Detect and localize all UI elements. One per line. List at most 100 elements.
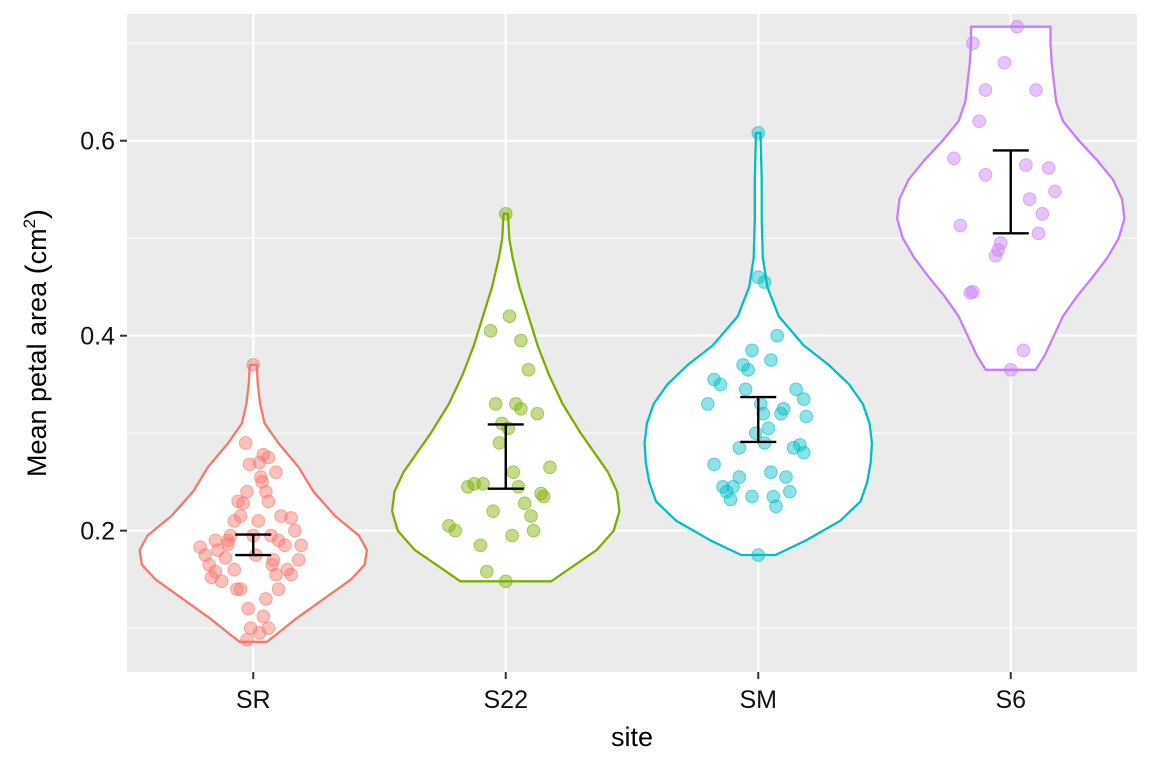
point-SR	[284, 511, 298, 525]
y-axis-title: Mean petal area (cm2)	[20, 209, 53, 477]
point-SR	[193, 540, 208, 555]
point-SM	[789, 382, 803, 397]
point-SM	[707, 457, 721, 472]
point-SR	[238, 436, 253, 450]
point-SR	[265, 557, 279, 572]
point-S22	[517, 496, 532, 511]
point-S22	[473, 538, 488, 553]
point-S6	[993, 236, 1008, 250]
point-SM	[700, 397, 715, 411]
point-SM	[770, 328, 784, 343]
y-tick-label: 0.6	[80, 128, 115, 156]
point-SM	[751, 548, 766, 562]
point-SM	[741, 363, 755, 377]
point-S22	[543, 460, 557, 475]
point-SR	[294, 538, 309, 553]
y-axis-title-unit: cm	[22, 228, 52, 264]
point-S22	[536, 489, 551, 504]
point-SR	[218, 551, 233, 565]
point-SR	[269, 465, 283, 479]
y-axis-title-superscript: 2	[20, 219, 39, 228]
point-SR	[221, 537, 235, 552]
point-S22	[488, 397, 503, 411]
y-axis-title-main: Mean petal area	[22, 274, 52, 477]
point-SR	[241, 601, 255, 616]
data-points	[193, 19, 1062, 647]
point-SM	[783, 484, 797, 499]
point-S6	[978, 83, 993, 97]
point-S22	[509, 397, 523, 411]
point-SR	[214, 574, 229, 589]
point-SM	[745, 343, 759, 358]
x-tick-label: SM	[740, 686, 778, 714]
point-SR	[254, 470, 268, 484]
x-axis-ticks: SR S22 SM S6	[236, 672, 1026, 714]
point-SR	[221, 533, 235, 548]
point-S22	[492, 436, 507, 450]
point-SR	[208, 533, 223, 548]
x-tick-label: S6	[995, 686, 1026, 714]
point-S6	[1016, 343, 1031, 358]
point-SR	[278, 538, 292, 553]
point-S22	[514, 333, 528, 348]
y-tick-label: 0.2	[80, 518, 115, 546]
point-SR	[233, 582, 248, 596]
point-S6	[1029, 83, 1043, 97]
point-SM	[779, 470, 793, 484]
point-S6	[1010, 19, 1024, 34]
x-tick-label: S22	[484, 686, 528, 714]
point-SR	[255, 475, 269, 489]
point-SR	[288, 523, 302, 538]
y-axis-title-paren-close: )	[20, 209, 53, 219]
point-SM	[756, 406, 771, 421]
point-S22	[524, 509, 538, 523]
point-SR	[291, 553, 306, 567]
point-S6	[997, 55, 1012, 70]
point-SM	[757, 275, 772, 289]
point-SM	[769, 499, 783, 514]
point-S22	[486, 504, 500, 518]
point-SR	[251, 514, 266, 528]
x-tick-label: SR	[236, 686, 271, 714]
point-SM	[732, 470, 747, 484]
point-SM	[736, 358, 750, 372]
point-S6	[947, 151, 961, 166]
point-SR	[231, 494, 245, 509]
point-SR	[240, 484, 254, 499]
point-S22	[530, 406, 545, 421]
point-SM	[713, 377, 728, 392]
point-SR	[240, 633, 254, 647]
point-S22	[505, 528, 519, 543]
point-SM	[793, 438, 807, 452]
point-S22	[498, 207, 513, 221]
point-SR	[266, 553, 281, 567]
violin-SM	[643, 131, 874, 557]
point-SM	[799, 409, 814, 424]
y-tick-label: 0.4	[80, 323, 115, 351]
point-SM	[761, 421, 776, 436]
point-S6	[1022, 192, 1037, 207]
point-S22	[480, 564, 494, 579]
point-SR	[227, 514, 242, 528]
point-SM	[726, 479, 740, 494]
point-SM	[738, 382, 753, 397]
point-S22	[498, 574, 513, 589]
point-SM	[732, 440, 747, 455]
point-SM	[796, 392, 811, 406]
point-S22	[521, 363, 536, 377]
point-S6	[988, 248, 1003, 263]
point-SM	[796, 445, 811, 460]
point-S22	[511, 479, 526, 494]
point-SM	[745, 489, 759, 504]
point-S6	[1031, 226, 1046, 241]
point-SR	[261, 621, 276, 635]
point-SR	[242, 457, 257, 472]
y-axis-title-paren-open: (	[20, 264, 53, 274]
point-S22	[514, 402, 528, 416]
error-bars	[235, 149, 1029, 557]
x-axis-title: site	[611, 722, 653, 752]
point-S22	[526, 523, 541, 538]
point-S6	[963, 285, 978, 300]
point-SR	[284, 567, 298, 582]
